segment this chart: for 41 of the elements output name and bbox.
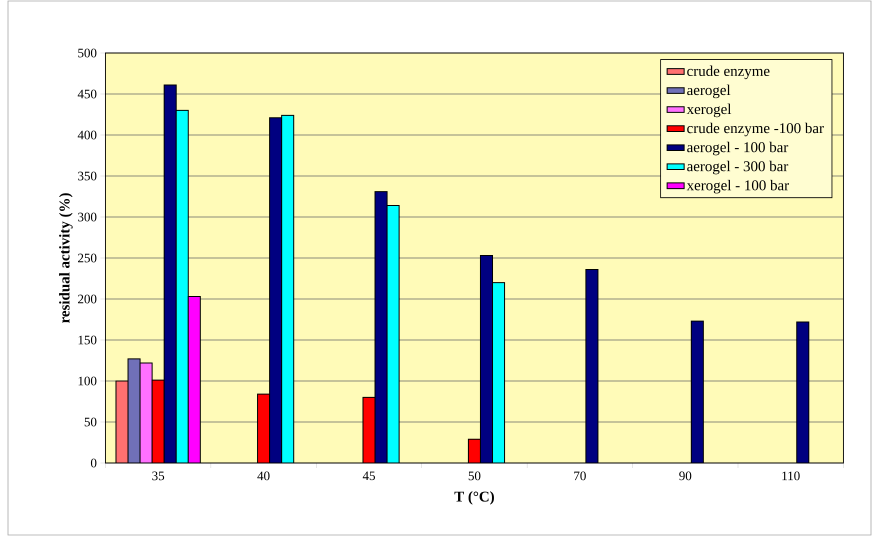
legend-label: aerogel - 300 bar xyxy=(687,160,788,174)
x-tick-label: 40 xyxy=(257,472,270,480)
legend-label: crude enzyme xyxy=(687,66,770,80)
bar xyxy=(690,320,704,464)
bar xyxy=(374,191,388,464)
y-tick-label: 400 xyxy=(78,130,96,140)
x-tick-label: 90 xyxy=(679,472,692,480)
y-tick-label: 250 xyxy=(78,254,96,262)
y-tick-label: 500 xyxy=(78,48,96,58)
y-tick-label: 300 xyxy=(78,212,96,222)
bar xyxy=(152,380,165,464)
x-tick-label: 50 xyxy=(468,472,480,480)
bar xyxy=(176,110,189,464)
y-tick-label: 350 xyxy=(78,172,96,180)
bar xyxy=(480,255,494,464)
bar xyxy=(585,268,598,464)
x-tick-label: 110 xyxy=(782,472,800,480)
bar xyxy=(269,117,282,464)
y-tick-label: 100 xyxy=(78,376,96,386)
bar xyxy=(164,84,177,464)
bar xyxy=(362,396,376,464)
legend-label: crude enzyme -100 bar xyxy=(687,122,824,136)
y-tick-label: 50 xyxy=(84,418,96,426)
bar xyxy=(492,282,506,464)
legend-label: aerogel - 100 bar xyxy=(687,142,788,156)
bar xyxy=(257,394,270,464)
y-tick-label: 0 xyxy=(90,458,96,468)
x-tick-label: 35 xyxy=(152,472,164,480)
x-axis-title: T (°C) xyxy=(454,491,494,505)
legend-label: aerogel xyxy=(687,84,730,98)
bar xyxy=(386,205,400,464)
legend-label: xerogel - 100 bar xyxy=(686,180,789,194)
bar xyxy=(281,114,294,464)
y-axis-title: residual activity (%) xyxy=(59,193,73,324)
y-tick-label: 150 xyxy=(78,336,96,344)
y-tick-label: 200 xyxy=(78,294,96,304)
legend-label: xerogel xyxy=(686,104,732,118)
x-tick-label: 70 xyxy=(574,472,586,480)
bar xyxy=(796,321,810,464)
y-tick-label: 450 xyxy=(78,90,96,98)
x-tick-label: 45 xyxy=(362,472,375,480)
